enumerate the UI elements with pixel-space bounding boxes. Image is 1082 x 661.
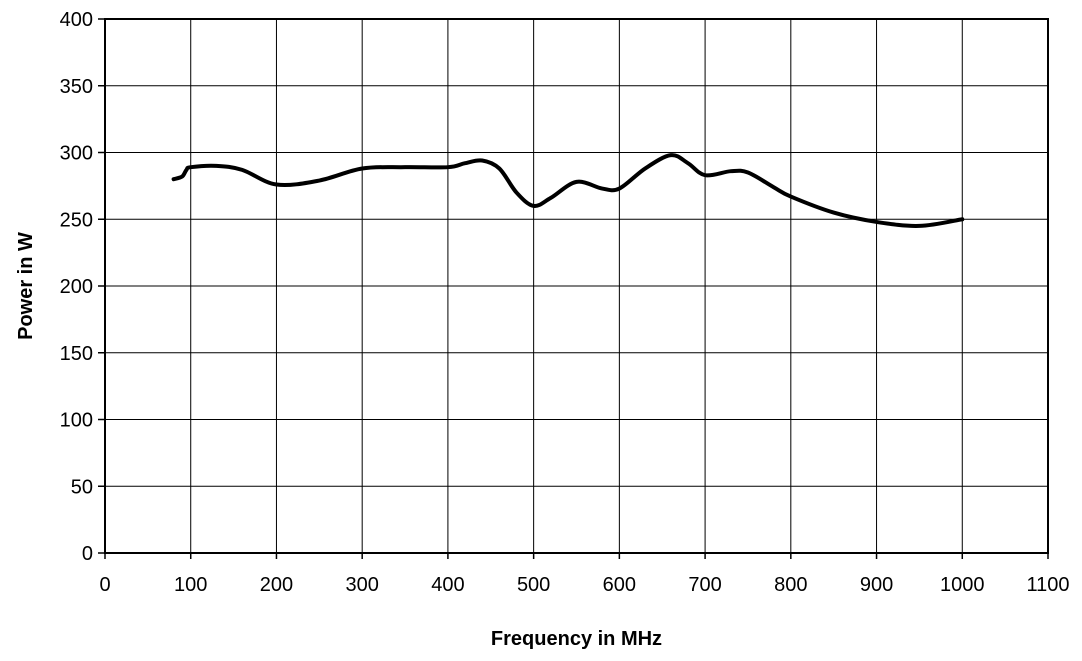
data-point (576, 181, 577, 183)
data-point (644, 168, 646, 170)
y-tick-label: 300 (60, 143, 93, 165)
x-tick-label: 100 (174, 574, 207, 596)
data-point (215, 165, 217, 167)
data-point (790, 196, 792, 198)
data-point (464, 162, 466, 164)
data-point (876, 221, 878, 223)
data-point (498, 168, 500, 170)
y-tick-label: 0 (82, 543, 93, 565)
series-lines (171, 153, 965, 228)
data-point (670, 154, 672, 156)
data-point (918, 225, 920, 227)
data-point (190, 166, 192, 168)
data-point (185, 169, 187, 171)
grid-lines (104, 18, 1049, 554)
data-point (275, 184, 277, 186)
data-point (833, 212, 835, 214)
data-point (773, 186, 775, 188)
data-point (704, 174, 706, 176)
y-tick-label: 150 (60, 343, 93, 365)
data-point (747, 172, 749, 174)
x-tick-label: 200 (260, 574, 293, 596)
data-point (318, 180, 320, 182)
y-tick-label: 400 (60, 9, 93, 31)
data-point (447, 166, 449, 168)
x-axis-title: Frequency in MHz (491, 628, 662, 650)
data-point (515, 192, 517, 194)
x-tick-label: 600 (603, 574, 636, 596)
y-tick-label: 250 (60, 209, 93, 231)
x-tick-label: 400 (431, 574, 464, 596)
tick-labels: 0 100 200 300 400 500 600 700 800 900 1000 1100 0 50 1… (60, 9, 1070, 596)
y-axis-title: Power in W (15, 232, 37, 340)
y-tick-label: 100 (60, 410, 93, 432)
data-point (533, 205, 535, 207)
data-point (687, 162, 689, 164)
y-tick-label: 50 (71, 476, 93, 498)
data-point (404, 166, 406, 168)
data-point (550, 197, 552, 199)
y-tick-label: 350 (60, 76, 93, 98)
x-tick-label: 700 (688, 574, 721, 596)
data-point (961, 218, 963, 220)
plot-frame (104, 18, 1049, 554)
x-tick-label: 1100 (1026, 574, 1069, 596)
x-tick-label: 0 (99, 574, 110, 596)
series-line (171, 153, 965, 228)
data-point (601, 188, 603, 190)
data-point (481, 160, 483, 162)
data-point (181, 176, 183, 178)
data-point (241, 169, 243, 171)
data-point (173, 178, 175, 180)
data-point (361, 168, 363, 170)
x-tick-label: 900 (860, 574, 893, 596)
data-point (730, 170, 732, 172)
x-tick-label: 500 (517, 574, 550, 596)
y-tick-label: 200 (60, 276, 93, 298)
x-tick-label: 800 (774, 574, 807, 596)
x-tick-label: 1000 (940, 574, 985, 596)
data-point (618, 188, 620, 190)
axes (98, 18, 1049, 559)
x-tick-label: 300 (345, 574, 378, 596)
